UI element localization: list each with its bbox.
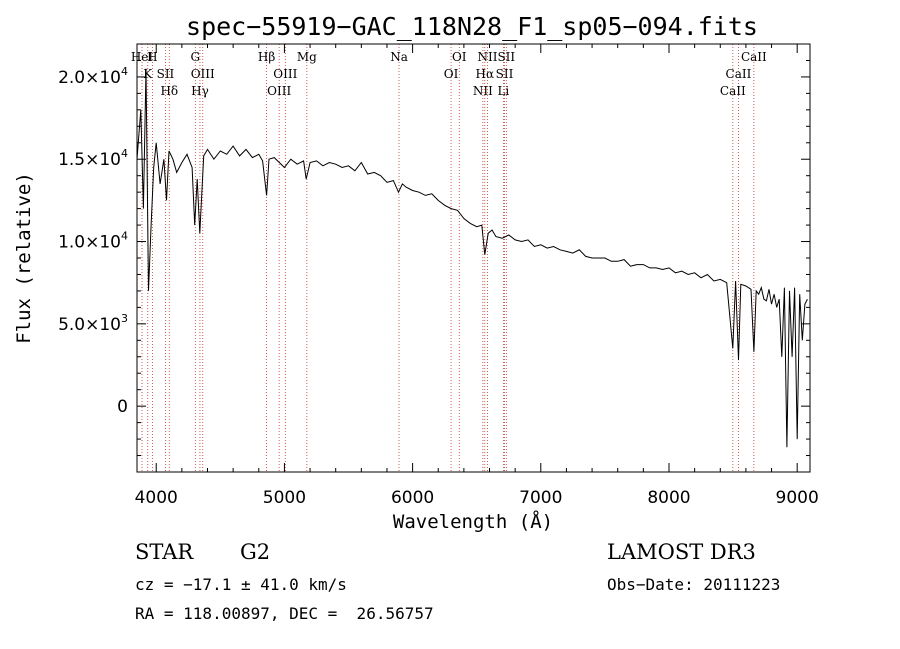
x-tick-label: 5000 xyxy=(263,488,306,508)
line-label: H xyxy=(147,50,157,64)
y-tick-mantissa: 1.5×10 xyxy=(58,150,121,170)
line-label: HeI xyxy=(131,50,154,64)
y-tick-mantissa: 2.0×10 xyxy=(58,68,121,88)
y-tick-label: 2.0×104 xyxy=(58,65,128,88)
y-tick-exponent: 3 xyxy=(121,312,128,325)
y-tick-mantissa: 1.0×10 xyxy=(58,233,121,253)
line-label: NII xyxy=(477,50,497,64)
line-label: Hα xyxy=(475,67,494,81)
spectral-subclass: G2 xyxy=(240,540,270,564)
x-tick-label: 7000 xyxy=(519,488,562,508)
survey-name: LAMOST DR3 xyxy=(607,540,756,564)
line-label: K xyxy=(143,67,153,81)
y-tick-label: 1.0×104 xyxy=(58,230,128,253)
x-tick-label: 4000 xyxy=(135,488,178,508)
sky-coordinates: RA = 118.00897, DEC = 26.56757 xyxy=(135,604,434,623)
x-tick-label: 6000 xyxy=(391,488,434,508)
line-label: Li xyxy=(497,84,509,98)
y-tick-label: 0 xyxy=(117,397,128,417)
y-tick-exponent: 4 xyxy=(121,65,128,78)
chart-title: spec−55919−GAC_118N28_F1_sp05−094.fits xyxy=(186,12,758,41)
observation-date: Obs−Date: 20111223 xyxy=(607,575,780,594)
line-label: OIII xyxy=(191,67,215,81)
y-tick-exponent: 4 xyxy=(121,147,128,160)
line-label: CaII xyxy=(741,50,767,64)
x-tick-label: 9000 xyxy=(776,488,819,508)
line-label: SII xyxy=(496,67,514,81)
y-tick-mantissa: 5.0×10 xyxy=(58,315,121,335)
flux-series-line xyxy=(136,68,808,448)
y-tick-label: 5.0×103 xyxy=(58,312,128,335)
y-axis-label: Flux (relative) xyxy=(13,172,35,344)
y-tick-label: 1.5×104 xyxy=(58,147,128,170)
line-label: SII xyxy=(497,50,515,64)
line-label: Hδ xyxy=(160,84,178,98)
redshift-cz: cz = −17.1 ± 41.0 km/s xyxy=(135,575,347,594)
plot-frame xyxy=(136,43,811,473)
x-tick-label: 8000 xyxy=(647,488,690,508)
x-axis-label: Wavelength (Å) xyxy=(393,510,553,533)
line-label: OIII xyxy=(267,84,291,98)
line-label: SII xyxy=(157,67,175,81)
line-label: Na xyxy=(390,50,408,64)
line-label: G xyxy=(191,50,201,64)
line-label: Hβ xyxy=(258,50,275,64)
line-label: CaII xyxy=(726,67,752,81)
line-label: OI xyxy=(444,67,459,81)
x-axis: 4000 5000 6000 7000 8000 9000 xyxy=(135,44,819,508)
line-label: Mg xyxy=(297,50,317,64)
spectral-line-markers xyxy=(141,44,755,472)
line-label: OI xyxy=(452,50,467,64)
y-tick-mantissa: 0 xyxy=(117,397,128,417)
object-class: STAR xyxy=(135,540,194,564)
y-tick-exponent: 4 xyxy=(121,230,128,243)
line-label: NII xyxy=(473,84,493,98)
line-label: OIII xyxy=(273,67,297,81)
line-label: Hγ xyxy=(191,84,209,98)
line-label: CaII xyxy=(720,84,746,98)
